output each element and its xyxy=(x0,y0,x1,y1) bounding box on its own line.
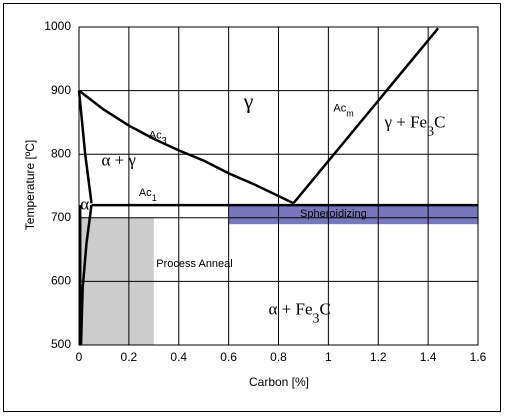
region-label: α xyxy=(80,195,89,214)
region-label: α + γ xyxy=(101,151,136,170)
region-label: Ac3 xyxy=(149,129,167,145)
x-tick-label: 0 xyxy=(76,350,83,364)
band-label: Process Anneal xyxy=(156,258,232,270)
region-label: α + Fe3C xyxy=(269,299,331,326)
curve-ac3 xyxy=(78,89,295,205)
curve-boundary-5 xyxy=(79,204,93,346)
y-axis-label: Temperature [ºC] xyxy=(23,140,37,230)
y-tick-label: 800 xyxy=(51,146,71,160)
x-tick-label: 1.4 xyxy=(420,350,437,364)
x-tick-label: 0.8 xyxy=(270,350,287,364)
x-tick-label: 0.6 xyxy=(220,350,237,364)
plot-border xyxy=(78,26,479,346)
x-axis-label: Carbon [%] xyxy=(249,375,309,389)
grid-layer xyxy=(78,26,479,346)
y-tick-label: 500 xyxy=(51,337,71,351)
y-tick-label: 600 xyxy=(51,274,71,288)
x-tick-label: 1 xyxy=(325,350,332,364)
y-tick-label: 1000 xyxy=(44,19,71,33)
y-tick-label: 900 xyxy=(51,83,71,97)
region-label: Ac1 xyxy=(139,187,157,203)
curve-acm xyxy=(292,27,440,204)
y-tick-label: 700 xyxy=(51,210,71,224)
x-tick-label: 1.6 xyxy=(470,350,487,364)
ticks-layer: 0 0.2 0.4 0.6 0.8 1 1.2 1.4 1.6 500 600 700 800 900 10… xyxy=(44,19,486,364)
lines-layer xyxy=(77,27,478,346)
region-label: Acm xyxy=(333,103,353,119)
x-tick-label: 0.4 xyxy=(170,350,187,364)
labels-layer: Process Anneal Spheroidizing γ α + γ γ + Fe3… xyxy=(80,88,445,326)
region-label: γ xyxy=(243,88,254,113)
chart-frame xyxy=(3,3,501,412)
band-2 xyxy=(228,205,478,225)
curve-boundary-4 xyxy=(77,90,93,204)
x-tick-label: 0.2 xyxy=(121,350,138,364)
region-label: γ + Fe3C xyxy=(383,112,445,139)
x-tick-label: 1.2 xyxy=(370,350,387,364)
band-label: Spheroidizing xyxy=(300,208,367,220)
